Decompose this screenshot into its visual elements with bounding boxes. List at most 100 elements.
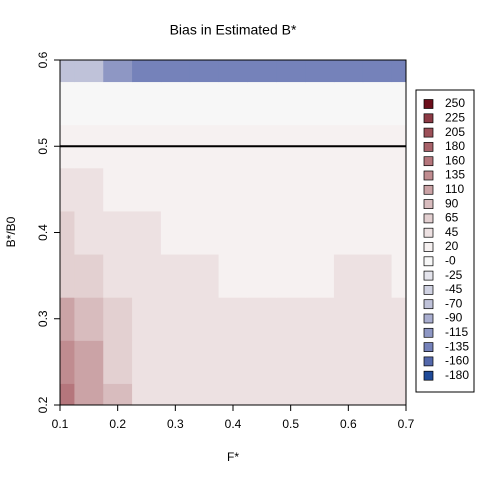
legend-label: -135 bbox=[445, 339, 469, 353]
heat-cell bbox=[103, 167, 133, 212]
heat-cell bbox=[189, 340, 220, 384]
heat-cell bbox=[333, 60, 364, 83]
heat-cell bbox=[103, 383, 133, 405]
heat-cell bbox=[276, 81, 306, 126]
heat-cell bbox=[74, 60, 104, 83]
heat-cell bbox=[391, 340, 406, 384]
heat-cell bbox=[362, 254, 393, 298]
x-tick-label: 0.1 bbox=[52, 417, 69, 431]
heat-cell bbox=[74, 254, 104, 298]
heat-cell bbox=[103, 210, 133, 255]
heat-cell bbox=[60, 254, 75, 298]
chart-title: Bias in Estimated B* bbox=[170, 22, 297, 38]
heat-cell bbox=[60, 167, 75, 212]
heat-cell bbox=[333, 167, 364, 212]
x-tick-label: 0.6 bbox=[340, 417, 357, 431]
heat-cell bbox=[189, 210, 220, 255]
heat-cell bbox=[103, 254, 133, 298]
legend-label: -45 bbox=[445, 282, 463, 296]
heat-cell bbox=[247, 210, 277, 255]
heat-cell bbox=[362, 60, 393, 83]
heat-cell bbox=[218, 210, 248, 255]
heat-cell bbox=[305, 81, 335, 126]
heat-cell bbox=[74, 81, 104, 126]
heat-cell bbox=[247, 297, 277, 341]
legend-swatch bbox=[423, 127, 434, 138]
legend-label: -25 bbox=[445, 268, 463, 282]
legend-swatch bbox=[423, 142, 434, 152]
heat-cell bbox=[74, 297, 104, 341]
heat-cell bbox=[189, 254, 220, 298]
legend-swatch bbox=[423, 299, 434, 310]
heat-cell bbox=[74, 383, 104, 405]
legend-swatch bbox=[423, 227, 434, 238]
legend-swatch bbox=[423, 170, 434, 181]
x-tick-label: 0.5 bbox=[282, 417, 299, 431]
heat-cell bbox=[132, 210, 162, 255]
heat-cell bbox=[305, 167, 335, 212]
heat-cell bbox=[218, 383, 248, 405]
heat-cell bbox=[160, 81, 191, 126]
legend-box bbox=[415, 89, 475, 393]
y-tick-label: 0.3 bbox=[36, 310, 50, 327]
heat-cell bbox=[391, 297, 406, 341]
legend-label: 225 bbox=[445, 110, 465, 124]
heat-cell bbox=[60, 383, 75, 405]
heat-cell bbox=[132, 340, 162, 384]
heat-cell bbox=[305, 383, 335, 405]
heat-cell bbox=[362, 210, 393, 255]
legend-swatch bbox=[423, 99, 434, 109]
heat-cell bbox=[189, 81, 220, 126]
heat-cell bbox=[305, 60, 335, 83]
heat-cell bbox=[218, 81, 248, 126]
heat-cell bbox=[391, 81, 406, 126]
heat-cell bbox=[305, 210, 335, 255]
legend-label: -115 bbox=[445, 325, 468, 339]
heat-cell bbox=[362, 81, 393, 126]
legend-swatch bbox=[423, 342, 434, 352]
heat-cell bbox=[276, 60, 306, 83]
heat-cell bbox=[362, 297, 393, 341]
legend-label: -160 bbox=[445, 354, 469, 368]
heat-cell bbox=[333, 340, 364, 384]
heat-cell bbox=[362, 383, 393, 405]
heat-cell bbox=[132, 60, 162, 83]
heat-cell bbox=[189, 297, 220, 341]
legend-swatch bbox=[423, 285, 434, 295]
heat-cell bbox=[160, 210, 191, 255]
heat-cell bbox=[189, 60, 220, 83]
heat-cell bbox=[276, 297, 306, 341]
y-tick-label: 0.6 bbox=[36, 51, 50, 68]
heat-cell bbox=[218, 297, 248, 341]
heat-cell bbox=[103, 60, 133, 83]
heat-cell bbox=[362, 340, 393, 384]
heat-cell bbox=[247, 167, 277, 212]
heat-cell bbox=[103, 297, 133, 341]
heat-cell bbox=[160, 254, 191, 298]
legend-label: 180 bbox=[445, 139, 465, 153]
heat-cell bbox=[276, 340, 306, 384]
heatmap-area bbox=[60, 60, 406, 405]
heat-cell bbox=[218, 340, 248, 384]
x-tick-label: 0.7 bbox=[398, 417, 415, 431]
heat-cell bbox=[218, 60, 248, 83]
legend-label: -90 bbox=[445, 311, 463, 325]
legend-swatch bbox=[423, 356, 434, 367]
heat-cell bbox=[160, 340, 191, 384]
heat-cell bbox=[333, 210, 364, 255]
legend-swatch bbox=[423, 256, 434, 267]
heat-cell bbox=[160, 383, 191, 405]
heat-cell bbox=[103, 340, 133, 384]
legend-swatch bbox=[423, 213, 434, 224]
heat-cell bbox=[60, 60, 75, 83]
legend-label: 65 bbox=[445, 211, 459, 225]
heat-cell bbox=[218, 254, 248, 298]
heat-cell bbox=[391, 383, 406, 405]
legend-label: 250 bbox=[445, 96, 465, 110]
y-tick-label: 0.5 bbox=[36, 138, 50, 155]
heat-cell bbox=[189, 383, 220, 405]
heat-cell bbox=[160, 297, 191, 341]
legend-label: -70 bbox=[445, 296, 463, 310]
heat-cell bbox=[132, 167, 162, 212]
heat-cell bbox=[333, 297, 364, 341]
